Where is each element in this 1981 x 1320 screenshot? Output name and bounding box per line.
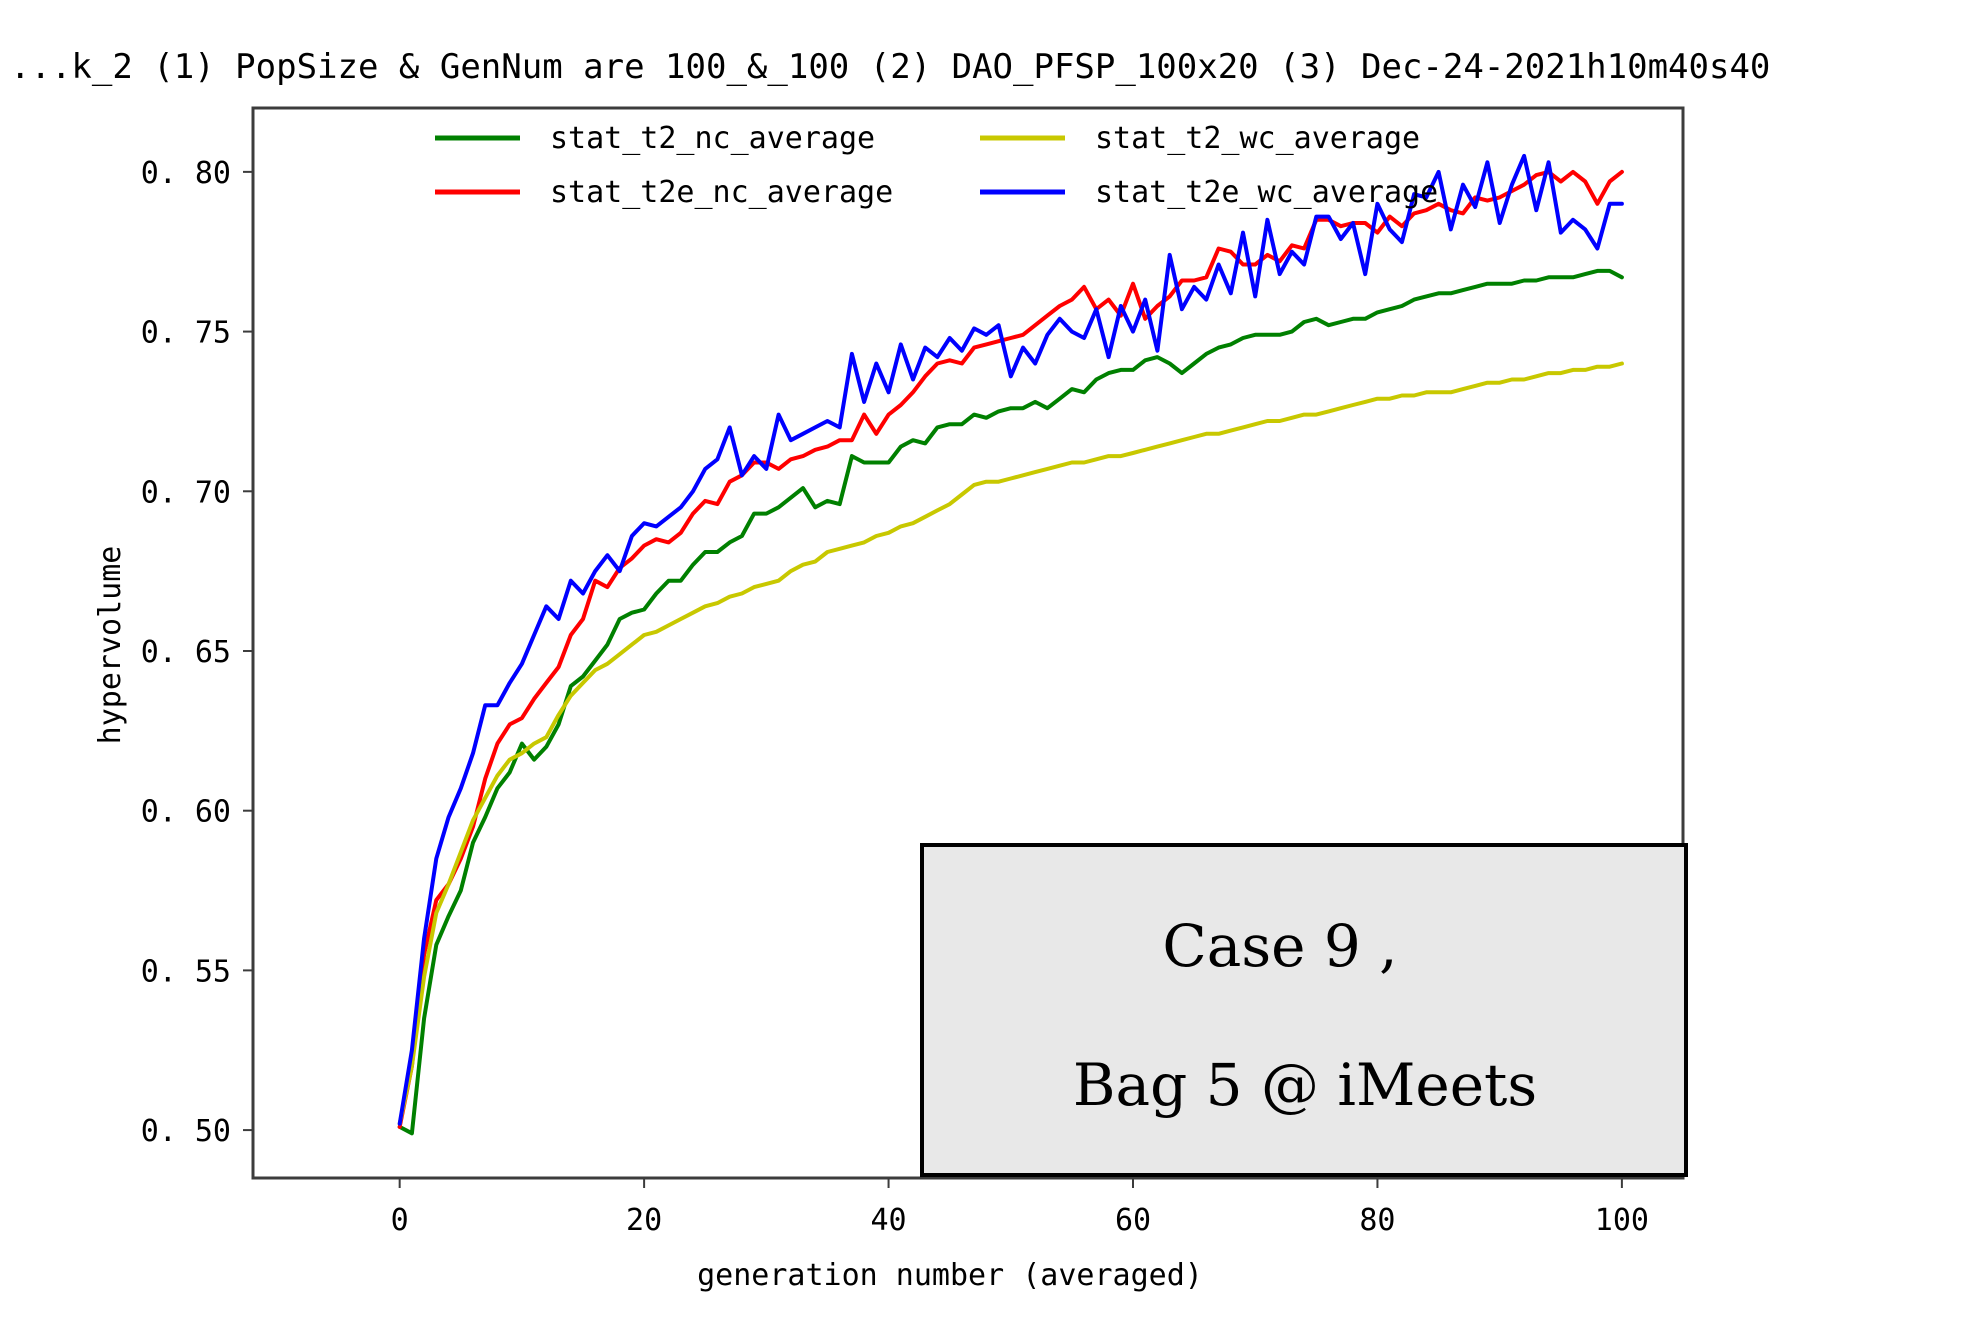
series-layer — [397, 153, 1624, 1136]
annotation-line-2: Bag 5 @ iMeets — [1073, 1051, 1537, 1119]
x-tick-label: 100 — [1595, 1203, 1649, 1238]
x-tick-label: 80 — [1359, 1203, 1395, 1238]
legend-label: stat_t2e_nc_average — [550, 175, 893, 210]
y-tick-label: 0. 75 — [141, 316, 231, 351]
legend-label: stat_t2_wc_average — [1095, 121, 1420, 156]
legend-label: stat_t2_nc_average — [550, 121, 875, 156]
annotation-background — [920, 843, 1688, 1177]
y-tick-label: 0. 60 — [141, 795, 231, 830]
x-axis-label: generation number (averaged) — [697, 1258, 1203, 1293]
y-tick-label: 0. 55 — [141, 954, 231, 989]
x-axis: 0 20 40 60 80 100 — [391, 1178, 1649, 1238]
y-tick-label: 0. 80 — [141, 156, 231, 191]
x-tick-label: 60 — [1115, 1203, 1151, 1238]
y-tick-label: 0. 50 — [141, 1114, 231, 1149]
legend-label: stat_t2e_wc_average — [1095, 175, 1438, 210]
annotation-box: Case 9 , Bag 5 @ iMeets — [920, 843, 1688, 1177]
annotation-line-1: Case 9 , — [1162, 912, 1397, 980]
series-line-stat-t2e-wc-average — [397, 153, 1624, 1126]
y-tick-label: 0. 65 — [141, 635, 231, 670]
y-axis-label: hypervolume — [93, 546, 128, 745]
x-tick-label: 20 — [626, 1203, 662, 1238]
series-line-stat-t2-wc-average — [397, 361, 1624, 1126]
x-tick-label: 0 — [391, 1203, 409, 1238]
series-line-stat-t2e-nc-average — [397, 169, 1624, 1129]
series-line-stat-t2-nc-average — [397, 268, 1624, 1136]
chart-title: ...k_2 (1) PopSize & GenNum are 100_&_10… — [10, 47, 1770, 87]
legend: stat_t2_nc_average stat_t2e_nc_average sta… — [435, 121, 1438, 210]
y-tick-label: 0. 70 — [141, 475, 231, 510]
x-tick-label: 40 — [870, 1203, 906, 1238]
y-axis: 0. 50 0. 55 0. 60 0. 65 0. 70 0. 75 0. 80 — [141, 156, 253, 1149]
